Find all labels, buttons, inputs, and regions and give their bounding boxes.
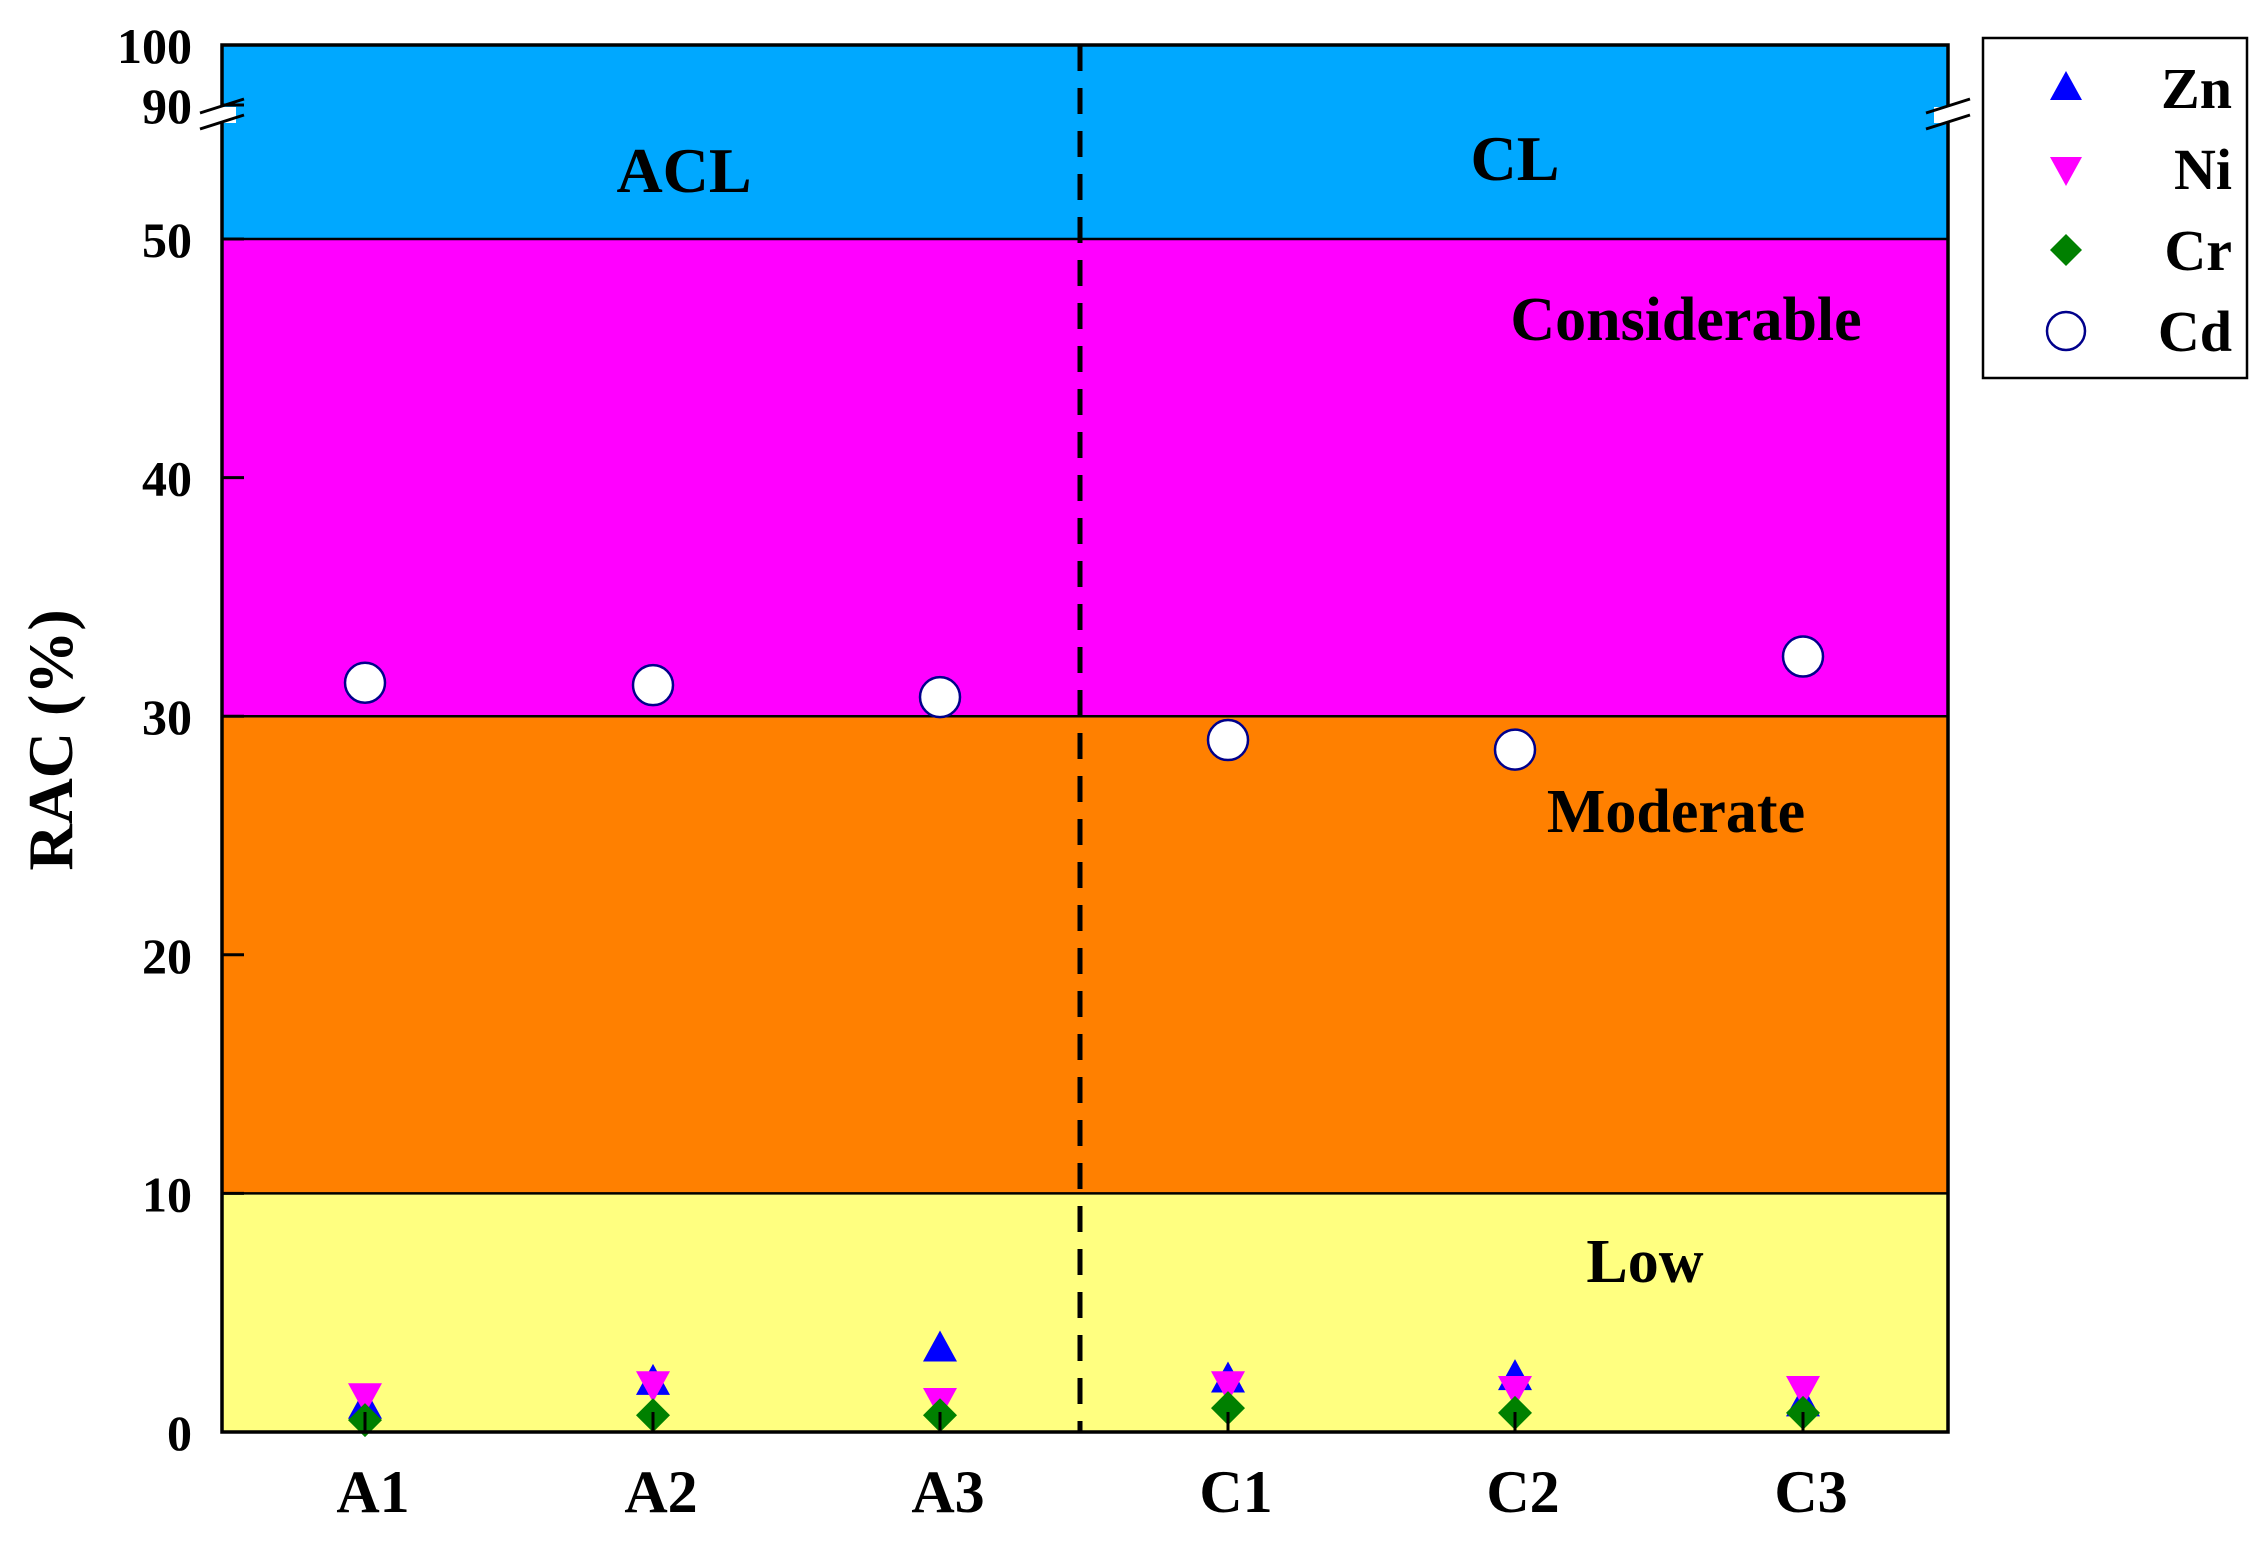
marker-ni-c2 bbox=[1498, 1376, 1532, 1408]
band-low bbox=[222, 1193, 1948, 1432]
legend-label-cd: Cd bbox=[2158, 299, 2232, 364]
x-tick-label: C1 bbox=[1199, 1459, 1272, 1525]
y-tick-label: 0 bbox=[167, 1405, 192, 1461]
axis-break-mark-right bbox=[1925, 97, 1971, 115]
legend-marker-zn bbox=[2050, 71, 2082, 100]
legend: Zn Ni Cr Cd bbox=[1981, 36, 2249, 380]
group-label-cl: CL bbox=[1471, 123, 1560, 194]
marker-cd-a3 bbox=[918, 675, 962, 719]
band-moderate bbox=[222, 716, 1948, 1194]
band-considerable bbox=[222, 239, 1948, 717]
band-label-moderate: Moderate bbox=[1547, 778, 1805, 846]
y-tick-label: 40 bbox=[142, 451, 192, 507]
marker-cd-a2 bbox=[631, 663, 675, 707]
legend-label-cr: Cr bbox=[2164, 218, 2232, 283]
marker-cd-c3 bbox=[1781, 635, 1825, 678]
marker-ni-c1 bbox=[1211, 1371, 1245, 1403]
marker-ni-c3 bbox=[1786, 1376, 1820, 1408]
band-label-low: Low bbox=[1586, 1228, 1703, 1296]
axis-break-mark-left bbox=[199, 113, 245, 131]
y-tick-label: 50 bbox=[142, 212, 192, 268]
y-tick-label: 10 bbox=[142, 1166, 192, 1222]
y-tick-label: 90 bbox=[142, 78, 192, 134]
marker-ni-a2 bbox=[636, 1371, 670, 1403]
marker-cd-c1 bbox=[1206, 718, 1250, 762]
x-tick-label: C3 bbox=[1774, 1459, 1847, 1525]
y-tick-label: 20 bbox=[142, 928, 192, 984]
y-axis-title: RAC (%) bbox=[15, 609, 86, 870]
legend-marker-ni bbox=[2050, 157, 2082, 186]
axis-break-mark-right bbox=[1925, 113, 1971, 131]
band-label-considerable: Considerable bbox=[1510, 286, 1861, 354]
x-tick-label: A1 bbox=[336, 1459, 409, 1525]
marker-cd-c2 bbox=[1493, 728, 1537, 771]
group-label-acl: ACL bbox=[616, 135, 751, 206]
legend-label-ni: Ni bbox=[2174, 137, 2232, 202]
x-tick-label: A3 bbox=[911, 1459, 984, 1525]
x-tick-label: C2 bbox=[1486, 1459, 1559, 1525]
x-tick-label: A2 bbox=[624, 1459, 697, 1525]
legend-marker-cd bbox=[2045, 310, 2087, 352]
legend-marker-cr bbox=[2050, 234, 2082, 266]
band-high bbox=[222, 45, 1948, 239]
legend-label-zn: Zn bbox=[2161, 56, 2232, 121]
marker-ni-a1 bbox=[348, 1383, 382, 1415]
plot-frame bbox=[220, 43, 1950, 1434]
marker-cr-c1 bbox=[1211, 1391, 1245, 1426]
y-tick-label: 100 bbox=[117, 18, 192, 74]
y-tick-label: 30 bbox=[142, 689, 192, 745]
marker-zn-a3 bbox=[923, 1330, 957, 1362]
marker-cd-a1 bbox=[343, 661, 387, 705]
